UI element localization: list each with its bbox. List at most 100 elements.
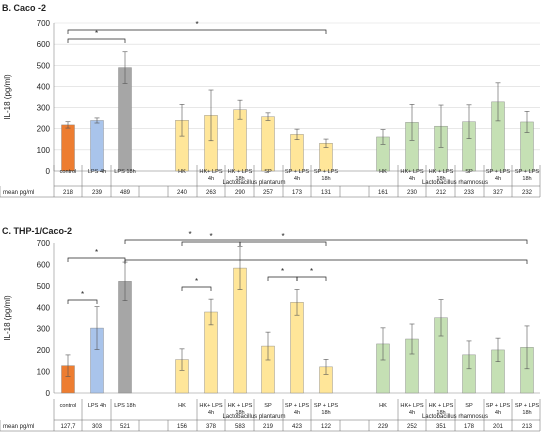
row-value: 240 <box>177 190 188 196</box>
panel-b-chart: 0 100 200 300 400 500 600 700 IL-18 (pg/ml) contr… <box>0 19 541 198</box>
row-value: 521 <box>120 424 131 430</box>
y-tick-label: 700 <box>37 19 51 28</box>
row-value: 122 <box>321 424 332 430</box>
row-value: 489 <box>120 190 131 196</box>
bar <box>290 302 304 394</box>
category-label: SP + LPS 4h <box>486 169 511 182</box>
category-label: HK <box>178 169 186 175</box>
y-tick-label: 700 <box>37 239 51 248</box>
row-value: 239 <box>92 190 103 196</box>
category-label: SP + LPS 18h <box>515 403 540 416</box>
y-tick-label: 500 <box>37 282 51 291</box>
bar <box>90 120 104 172</box>
row-value: 213 <box>522 424 533 430</box>
category-label: SP + LPS 4h <box>285 403 310 416</box>
row-value: 327 <box>493 190 504 196</box>
significance-marker: * <box>281 267 284 276</box>
significance-bracket <box>67 38 126 43</box>
category-label: HK <box>379 169 387 175</box>
category-label: HK <box>178 403 186 409</box>
row-value: 127,7 <box>60 424 76 430</box>
row-value: 219 <box>263 424 274 430</box>
row-value: 201 <box>493 424 504 430</box>
significance-bracket <box>124 239 528 244</box>
y-tick-label: 300 <box>37 104 51 113</box>
category-label: HK+ LPS 4h <box>199 403 222 416</box>
row-value: 229 <box>378 424 389 430</box>
row-value: 161 <box>378 190 389 196</box>
panel-b-title: B. Caco -2 <box>2 3 46 13</box>
row-value: 230 <box>407 190 418 196</box>
group-label: Lactobacillus rhamnosus <box>422 414 488 420</box>
bar <box>61 124 75 172</box>
y-tick-label: 200 <box>37 346 51 355</box>
row-value: 583 <box>235 424 246 430</box>
category-label: LPS 18h <box>114 403 135 409</box>
category-label: control <box>60 169 77 175</box>
panel-c-chart: 0 100 200 300 400 500 600 700 IL-18 (pg/ml) contr… <box>0 230 541 432</box>
group-label: Lactobacillus plantarum <box>222 414 285 420</box>
row-value: 232 <box>522 190 533 196</box>
bar <box>261 116 275 172</box>
category-label: SP <box>465 169 473 175</box>
significance-bracket <box>124 259 528 264</box>
category-label: SP + LPS 18h <box>314 403 339 416</box>
y-tick-label: 0 <box>46 167 51 176</box>
group-label: Lactobacillus rhamnosus <box>422 180 488 186</box>
category-label: SP + LPS 18h <box>314 169 339 182</box>
category-label: SP <box>465 403 473 409</box>
y-tick-label: 300 <box>37 325 51 334</box>
significance-marker: * <box>81 290 84 299</box>
y-axis-label: IL-18 (pg/ml) <box>3 295 12 341</box>
row-value: 173 <box>292 190 303 196</box>
row-value: 423 <box>292 424 303 430</box>
significance-bracket <box>181 286 212 291</box>
y-tick-label: 0 <box>46 389 51 398</box>
row-value: 252 <box>407 424 418 430</box>
category-label: HK + LPS 18h <box>429 403 454 416</box>
row-value: 263 <box>206 190 217 196</box>
row-value: 303 <box>92 424 103 430</box>
row-value: 257 <box>263 190 274 196</box>
row-value: 233 <box>464 190 475 196</box>
category-label: SP + LPS 4h <box>285 169 310 182</box>
category-label: HK + LPS 18h <box>228 403 253 416</box>
y-tick-label: 600 <box>37 260 51 269</box>
category-label: HK <box>379 403 387 409</box>
category-label: HK+ LPS 4h <box>400 403 423 416</box>
category-label: LPS 4h <box>88 169 106 175</box>
y-tick-label: 200 <box>37 125 51 134</box>
significance-bracket <box>67 299 98 304</box>
category-label: HK+ LPS 4h <box>199 169 222 182</box>
category-label: control <box>60 403 77 409</box>
y-tick-label: 400 <box>37 303 51 312</box>
significance-marker: * <box>95 248 98 257</box>
category-label: SP + LPS 18h <box>515 169 540 182</box>
significance-bracket <box>267 276 298 281</box>
significance-bracket <box>181 241 241 246</box>
row-value: 378 <box>206 424 217 430</box>
category-label: LPS 4h <box>88 403 106 409</box>
row-label: mean pg/ml <box>3 190 34 196</box>
y-tick-label: 500 <box>37 61 51 70</box>
category-label: SP <box>264 169 272 175</box>
significance-marker: * <box>188 230 191 239</box>
significance-marker: * <box>310 267 313 276</box>
row-label: mean pg/ml <box>3 424 34 430</box>
significance-bracket <box>296 276 327 281</box>
row-value: 218 <box>63 190 74 196</box>
category-label: HK + LPS 18h <box>429 169 454 182</box>
panel-c-title: C. THP-1/Caco-2 <box>2 226 72 236</box>
category-label: LPS 18h <box>114 169 135 175</box>
significance-bracket <box>67 29 327 34</box>
significance-marker: * <box>95 29 98 38</box>
category-label: HK + LPS 18h <box>228 169 253 182</box>
category-label: SP + LPS 4h <box>486 403 511 416</box>
significance-marker: * <box>195 277 198 286</box>
y-tick-label: 100 <box>37 146 51 155</box>
y-tick-label: 600 <box>37 40 51 49</box>
significance-marker: * <box>209 232 212 241</box>
row-value: 212 <box>436 190 447 196</box>
y-axis-label: IL-18 (pg/ml) <box>3 74 12 120</box>
